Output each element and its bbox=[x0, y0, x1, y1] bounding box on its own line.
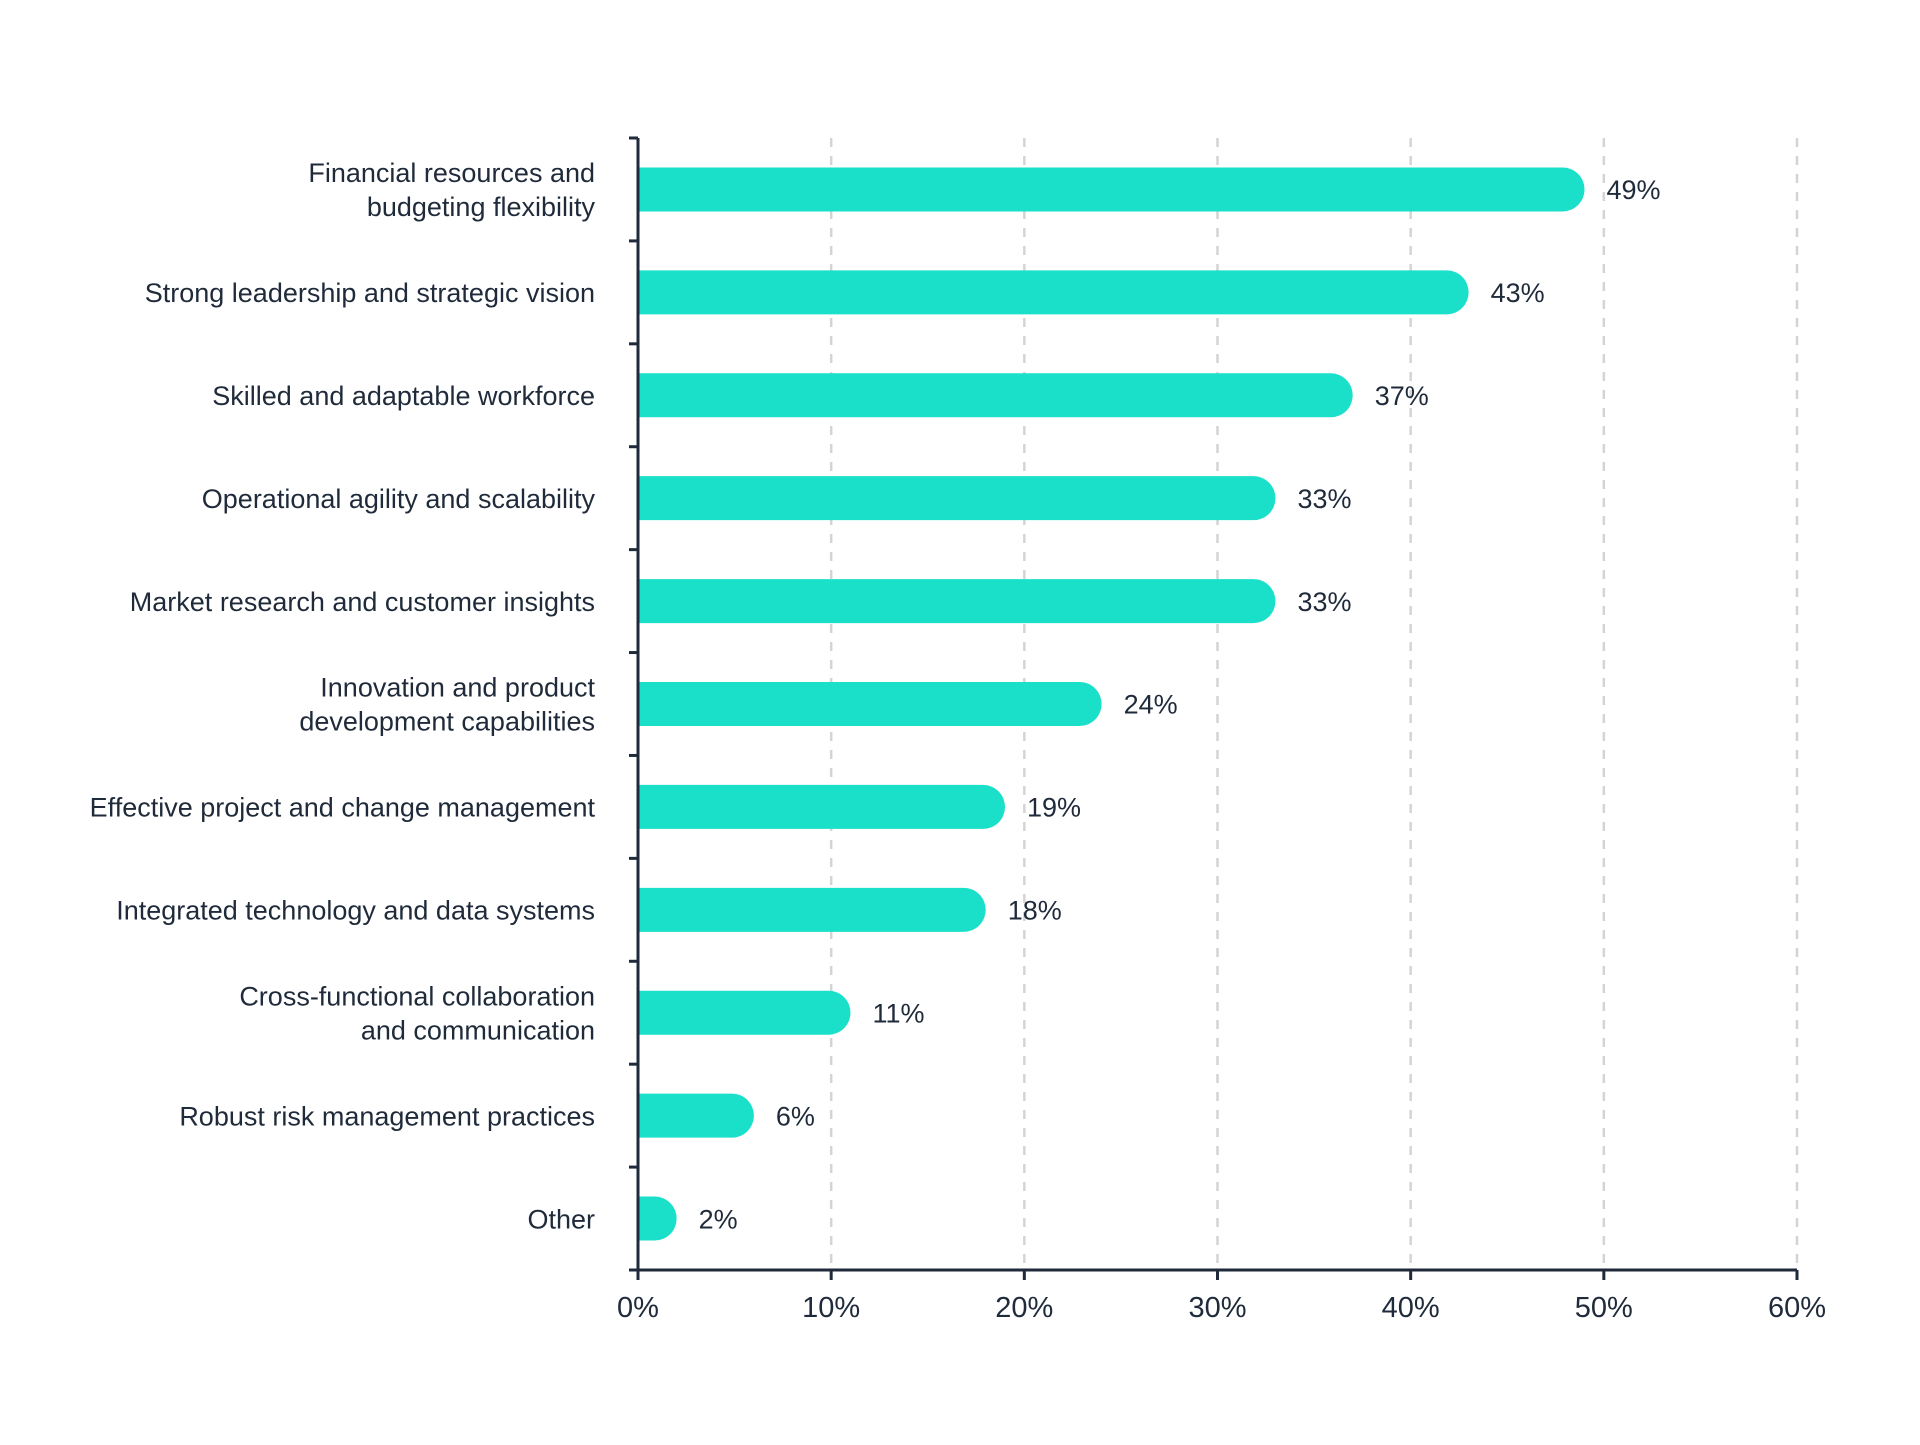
value-label-1: 43% bbox=[1491, 278, 1545, 308]
bar-1 bbox=[638, 270, 1469, 315]
category-label-10: Other bbox=[527, 1204, 595, 1234]
category-label-line: development capabilities bbox=[299, 707, 595, 737]
category-label-4: Market research and customer insights bbox=[130, 587, 595, 617]
category-label-8: Cross-functional collaboration and commun… bbox=[239, 981, 595, 1045]
category-label-line: Robust risk management practices bbox=[179, 1101, 595, 1131]
gridlines bbox=[829, 138, 1799, 1270]
x-tick-label-1: 10% bbox=[802, 1292, 860, 1324]
value-label-10: 2% bbox=[699, 1204, 738, 1234]
category-label-line: Cross-functional collaboration bbox=[239, 981, 595, 1011]
labels: 49% Financial resources and budgeting flex… bbox=[90, 158, 1826, 1324]
value-label-0: 49% bbox=[1607, 175, 1661, 205]
category-label-line: and communication bbox=[361, 1015, 595, 1045]
value-label-6: 19% bbox=[1027, 793, 1081, 823]
category-label-6: Effective project and change management bbox=[90, 793, 596, 823]
value-label-8: 11% bbox=[872, 998, 924, 1028]
category-label-7: Integrated technology and data systems bbox=[116, 896, 595, 926]
category-label-3: Operational agility and scalability bbox=[202, 484, 596, 514]
bars bbox=[638, 167, 1585, 1241]
category-label-line: Integrated technology and data systems bbox=[116, 896, 595, 926]
category-label-2: Skilled and adaptable workforce bbox=[212, 381, 595, 411]
value-label-3: 33% bbox=[1297, 484, 1351, 514]
bar-7 bbox=[638, 887, 986, 932]
axes bbox=[629, 136, 1799, 1280]
x-tick-label-2: 20% bbox=[995, 1292, 1053, 1324]
bar-10 bbox=[638, 1196, 677, 1241]
bar-2 bbox=[638, 373, 1353, 418]
category-label-line: budgeting flexibility bbox=[367, 192, 596, 222]
category-label-line: Financial resources and bbox=[308, 158, 595, 188]
x-tick-label-5: 50% bbox=[1575, 1292, 1633, 1324]
bar-5 bbox=[638, 682, 1102, 726]
bar-9 bbox=[638, 1093, 754, 1138]
category-label-5: Innovation and product development capabi… bbox=[299, 673, 595, 737]
bar-8 bbox=[638, 990, 851, 1035]
category-label-line: Effective project and change management bbox=[90, 793, 596, 823]
x-tick-label-6: 60% bbox=[1768, 1292, 1826, 1324]
category-label-0: Financial resources and budgeting flexibi… bbox=[308, 158, 595, 222]
x-tick-label-4: 40% bbox=[1382, 1292, 1440, 1324]
category-label-line: Other bbox=[527, 1204, 595, 1234]
x-tick-label-3: 30% bbox=[1188, 1292, 1246, 1324]
value-label-9: 6% bbox=[776, 1101, 815, 1131]
bar-6 bbox=[638, 784, 1006, 829]
bar-0 bbox=[638, 167, 1585, 212]
category-label-line: Strong leadership and strategic vision bbox=[145, 278, 595, 308]
category-label-line: Innovation and product bbox=[320, 673, 595, 703]
category-label-line: Skilled and adaptable workforce bbox=[212, 381, 595, 411]
category-label-line: Operational agility and scalability bbox=[202, 484, 596, 514]
x-tick-label-0: 0% bbox=[617, 1292, 659, 1324]
value-label-4: 33% bbox=[1297, 587, 1351, 617]
bar-3 bbox=[638, 476, 1276, 521]
value-label-5: 24% bbox=[1124, 690, 1178, 720]
bar-4 bbox=[638, 579, 1276, 624]
value-label-7: 18% bbox=[1008, 896, 1062, 926]
category-label-line: Market research and customer insights bbox=[130, 587, 595, 617]
category-label-9: Robust risk management practices bbox=[179, 1101, 595, 1131]
category-label-1: Strong leadership and strategic vision bbox=[145, 278, 595, 308]
value-label-2: 37% bbox=[1375, 381, 1429, 411]
